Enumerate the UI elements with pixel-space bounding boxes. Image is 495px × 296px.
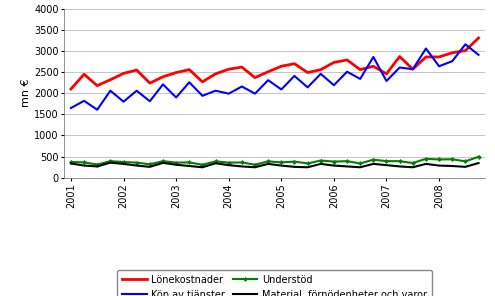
Y-axis label: mn €: mn € [21, 79, 31, 107]
Legend: Lönekostnader, Köp av tjänster, Understöd, Material, förnödenheter och varor: Lönekostnader, Köp av tjänster, Understö… [117, 270, 432, 296]
